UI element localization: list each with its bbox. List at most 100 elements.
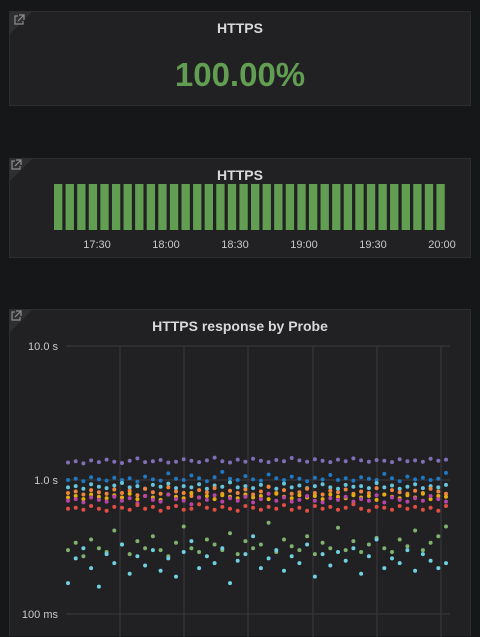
data-point [420, 491, 425, 496]
data-point [289, 544, 294, 549]
panel-corner[interactable] [10, 159, 32, 181]
data-point [374, 497, 379, 502]
data-point [204, 479, 209, 484]
data-point [66, 460, 70, 465]
data-point [320, 552, 325, 557]
data-point [143, 460, 148, 465]
data-point [89, 458, 94, 463]
status-bar [54, 184, 63, 230]
data-point [127, 496, 132, 501]
status-bar [181, 184, 190, 230]
data-point [81, 554, 86, 559]
data-point [120, 505, 124, 510]
panel-corner[interactable] [10, 310, 32, 332]
data-point [166, 460, 171, 465]
data-point [351, 478, 356, 483]
data-point [143, 486, 148, 491]
data-point [120, 542, 124, 547]
data-point [351, 539, 356, 544]
data-point [112, 483, 117, 488]
panel-title[interactable]: HTTPS [217, 20, 263, 36]
data-point [390, 495, 394, 500]
status-bar [401, 184, 410, 230]
panel-title[interactable]: HTTPS response by Probe [152, 318, 328, 334]
data-point [390, 507, 394, 512]
data-point [220, 493, 225, 498]
data-point [197, 482, 202, 487]
data-point [390, 488, 394, 493]
data-point [359, 550, 364, 554]
x-tick-label: 20:00 [428, 239, 456, 251]
data-point [366, 508, 371, 513]
data-point [413, 482, 418, 487]
uptime-value: 100.00% [174, 56, 306, 93]
data-point [243, 484, 248, 489]
data-point [428, 505, 433, 510]
data-point [420, 507, 425, 512]
data-point [251, 505, 256, 510]
external-link-icon[interactable] [10, 310, 22, 322]
data-point [174, 574, 178, 579]
data-point [158, 568, 163, 573]
status-bars-panel: HTTPS 17:30 18:00 18:30 19:00 19:30 20:00 [9, 158, 471, 258]
data-point [382, 546, 387, 551]
status-bar [297, 184, 306, 230]
data-point [181, 507, 186, 512]
data-point [289, 554, 294, 559]
status-bar [413, 184, 422, 230]
data-point [189, 485, 194, 490]
data-point [374, 486, 379, 491]
data-point [351, 502, 356, 507]
data-point [120, 498, 124, 503]
data-point [374, 478, 379, 482]
data-point [258, 497, 263, 502]
external-link-icon[interactable] [10, 159, 22, 171]
data-point [89, 492, 94, 497]
data-point [174, 476, 178, 481]
data-point [135, 484, 140, 489]
status-bar [239, 184, 248, 230]
data-point [390, 483, 394, 488]
data-point [181, 457, 186, 462]
data-point [96, 546, 101, 551]
status-bar [158, 184, 167, 230]
data-point [104, 496, 109, 501]
data-point [96, 506, 101, 511]
data-point [150, 534, 155, 539]
data-point [197, 550, 202, 554]
data-point [320, 500, 325, 505]
data-point [390, 556, 394, 561]
data-point [413, 477, 418, 482]
data-point [444, 499, 448, 504]
data-point [351, 456, 356, 461]
data-point [436, 476, 441, 481]
data-point [189, 458, 194, 463]
data-point [258, 458, 263, 463]
data-point [174, 486, 178, 491]
data-point [166, 485, 171, 490]
data-point [274, 458, 279, 462]
data-point [382, 566, 387, 571]
data-point [235, 558, 240, 563]
data-point [413, 504, 418, 509]
status-bar [77, 184, 86, 230]
data-point [220, 546, 225, 551]
data-point [366, 554, 371, 559]
data-point [258, 542, 263, 547]
data-point [374, 504, 379, 509]
data-point [390, 476, 394, 481]
data-point [104, 491, 109, 496]
data-point [436, 497, 441, 502]
data-point [66, 506, 70, 511]
data-point [158, 484, 163, 489]
status-bar [343, 184, 353, 230]
data-point [158, 508, 163, 513]
data-point [343, 505, 348, 510]
data-point [73, 505, 78, 510]
data-point [228, 488, 232, 493]
y-tick-label: 100 ms [22, 609, 59, 621]
data-point [127, 458, 132, 463]
data-point [274, 548, 279, 553]
external-link-icon[interactable] [13, 14, 25, 26]
panel-title[interactable]: HTTPS [217, 167, 263, 183]
